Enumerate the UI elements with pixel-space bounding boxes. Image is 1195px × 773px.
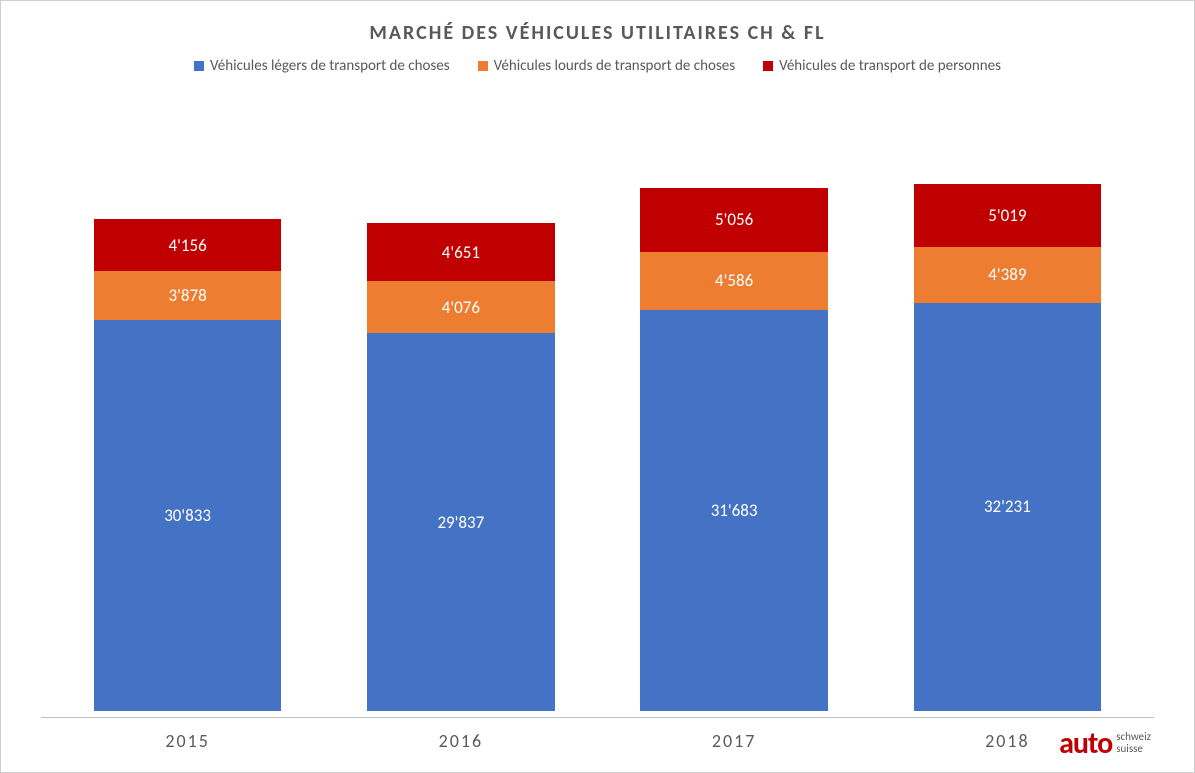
legend-item-2: Véhicules de transport de personnes	[763, 57, 1001, 75]
bar-group-2015: 30'8333'8784'156	[67, 219, 307, 711]
legend-swatch	[194, 61, 204, 71]
logo-suffix: schweiz suisse	[1116, 731, 1151, 756]
bar-segment-series1: 4'586	[640, 252, 828, 310]
legend-label: Véhicules de transport de personnes	[779, 57, 1001, 75]
logo-main: auto	[1059, 729, 1112, 759]
bar-segment-series2: 5'056	[640, 188, 828, 252]
chart-container: MARCHÉ DES VÉHICULES UTILITAIRES CH & FL…	[0, 0, 1195, 773]
x-axis: 2015201620172018	[41, 717, 1154, 752]
bar-stack: 30'8333'8784'156	[94, 219, 282, 711]
bar-segment-series2: 5'019	[914, 184, 1102, 248]
bar-stack: 32'2314'3895'019	[914, 184, 1102, 711]
bar-segment-series0: 30'833	[94, 320, 282, 711]
brand-logo: auto schweiz suisse	[1059, 729, 1151, 759]
legend-label: Véhicules lourds de transport de choses	[494, 57, 735, 75]
chart-title: MARCHÉ DES VÉHICULES UTILITAIRES CH & FL	[41, 21, 1154, 45]
logo-line2: suisse	[1116, 743, 1151, 755]
legend-item-0: Véhicules légers de transport de choses	[194, 57, 450, 75]
legend-item-1: Véhicules lourds de transport de choses	[478, 57, 735, 75]
bar-segment-series0: 32'231	[914, 303, 1102, 711]
legend: Véhicules légers de transport de choses V…	[41, 57, 1154, 75]
x-axis-label: 2016	[341, 718, 581, 752]
bar-segment-series2: 4'156	[94, 219, 282, 272]
legend-swatch	[763, 61, 773, 71]
bar-group-2016: 29'8374'0764'651	[341, 223, 581, 711]
bar-stack: 29'8374'0764'651	[367, 223, 555, 711]
x-axis-label: 2017	[614, 718, 854, 752]
bar-segment-series2: 4'651	[367, 223, 555, 282]
bar-group-2017: 31'6834'5865'056	[614, 188, 854, 711]
bar-stack: 31'6834'5865'056	[640, 188, 828, 711]
plot-area: 30'8333'8784'15629'8374'0764'65131'6834'…	[41, 93, 1154, 711]
bar-segment-series1: 3'878	[94, 271, 282, 320]
legend-swatch	[478, 61, 488, 71]
legend-label: Véhicules légers de transport de choses	[210, 57, 450, 75]
bar-group-2018: 32'2314'3895'019	[887, 184, 1127, 711]
bar-segment-series1: 4'389	[914, 247, 1102, 303]
bar-segment-series0: 31'683	[640, 310, 828, 711]
x-axis-label: 2015	[67, 718, 307, 752]
bar-segment-series1: 4'076	[367, 281, 555, 333]
bar-segment-series0: 29'837	[367, 333, 555, 711]
